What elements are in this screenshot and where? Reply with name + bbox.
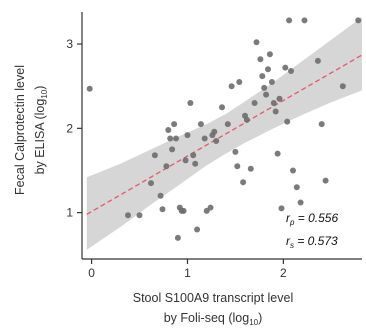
data-points-layer: [86, 17, 362, 241]
data-point-29: [213, 138, 220, 144]
data-point-24: [201, 135, 208, 142]
data-point-1: [125, 212, 131, 219]
data-point-31: [224, 121, 231, 128]
data-point-11: [171, 121, 178, 128]
data-point-12: [173, 135, 179, 142]
x-tick-label-0: 0: [88, 266, 95, 280]
data-point-59: [293, 184, 300, 191]
data-point-21: [192, 160, 199, 167]
fit-line-layer: [86, 54, 363, 215]
data-point-47: [266, 51, 273, 58]
data-point-62: [314, 57, 321, 64]
data-point-46: [265, 66, 271, 73]
data-point-43: [259, 73, 266, 80]
data-point-28: [211, 128, 218, 135]
x-tick-label-1: 1: [184, 266, 191, 280]
confidence-band: [86, 17, 363, 250]
data-point-34: [234, 163, 241, 170]
y-tick-label-2: 2: [66, 121, 73, 135]
data-point-51: [274, 150, 281, 157]
data-point-56: [286, 17, 293, 24]
data-point-32: [228, 83, 235, 90]
confidence-band-layer: [86, 17, 363, 250]
data-point-64: [322, 177, 329, 184]
x-tick-label-2: 2: [280, 266, 287, 280]
data-point-17: [182, 157, 189, 164]
y-tick-label-1: 1: [66, 206, 73, 220]
annotation-spearman: rs = 0.573: [286, 234, 338, 250]
data-point-52: [276, 95, 283, 102]
annotation-pearson: rp = 0.556: [286, 211, 338, 227]
data-point-50: [272, 108, 279, 115]
data-point-16: [180, 207, 187, 214]
data-point-49: [270, 100, 277, 106]
data-point-44: [261, 84, 268, 91]
data-point-8: [165, 127, 172, 133]
data-point-55: [284, 118, 291, 125]
data-point-61: [301, 17, 308, 24]
y-axis-label-line1: Fecal Calprotectin level: [13, 65, 27, 195]
data-point-42: [257, 56, 264, 63]
data-point-35: [236, 79, 243, 85]
axes: [77, 12, 362, 264]
data-point-45: [263, 91, 270, 98]
data-point-19: [187, 100, 194, 106]
data-point-23: [197, 121, 204, 128]
x-axis-label-line1: Stool S100A9 transcript level: [133, 291, 294, 305]
data-point-26: [207, 204, 214, 211]
data-point-57: [288, 68, 294, 74]
data-point-7: [163, 163, 170, 170]
data-point-58: [290, 167, 296, 174]
data-point-20: [190, 152, 197, 159]
data-point-38: [243, 116, 250, 123]
data-point-39: [247, 165, 254, 172]
data-point-48: [268, 79, 275, 85]
y-axis-label-line2: by ELISA (log10): [33, 86, 49, 175]
data-point-33: [232, 148, 239, 155]
data-point-63: [318, 121, 325, 128]
data-point-22: [194, 226, 201, 233]
data-point-66: [355, 17, 362, 24]
data-point-41: [253, 39, 260, 46]
data-point-2: [136, 212, 143, 219]
data-point-40: [251, 100, 258, 106]
x-axis-label-line2: by Foli-seq (log10): [164, 311, 263, 327]
data-point-53: [278, 205, 285, 212]
y-tick-label-3: 3: [66, 37, 73, 51]
data-point-6: [159, 206, 166, 213]
tick-labels: 0 1 2 1 2 3: [66, 37, 287, 280]
data-point-5: [157, 192, 164, 199]
data-point-0: [86, 85, 93, 92]
data-point-4: [151, 152, 158, 159]
data-point-10: [169, 146, 176, 153]
data-point-18: [184, 132, 191, 139]
regression-line: [86, 54, 363, 215]
data-point-9: [167, 135, 174, 142]
data-point-65: [339, 83, 346, 90]
data-point-30: [219, 104, 225, 111]
data-point-36: [240, 179, 247, 186]
data-point-54: [282, 64, 289, 71]
data-point-3: [148, 180, 154, 187]
data-point-60: [297, 199, 304, 206]
data-point-13: [174, 234, 181, 241]
